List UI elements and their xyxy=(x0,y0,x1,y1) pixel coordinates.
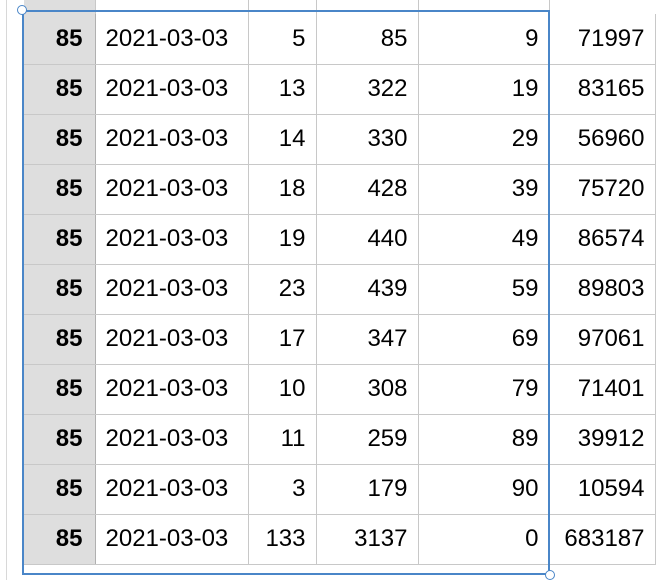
value-cell[interactable]: 69 xyxy=(418,314,550,365)
value-cell[interactable]: 19 xyxy=(248,214,317,265)
selection-handle-top-left[interactable] xyxy=(17,5,27,15)
table-row: 85 2021-03-03 3 179 90 10594 xyxy=(24,464,656,515)
value-cell[interactable]: 90 xyxy=(418,464,550,515)
table-row: 85 2021-03-03 17 347 69 97061 xyxy=(24,314,656,365)
id-cell[interactable]: 85 xyxy=(24,264,96,315)
value-cell[interactable]: 0 xyxy=(418,514,550,565)
data-table: 85 2021-03-03 5 85 9 71997 85 2021-03-03 13 322 19… xyxy=(24,14,656,565)
date-cell[interactable]: 2021-03-03 xyxy=(95,414,249,465)
value-cell[interactable]: 23 xyxy=(248,264,317,315)
value-cell[interactable]: 71997 xyxy=(549,14,656,65)
value-cell[interactable]: 439 xyxy=(316,264,419,315)
column-divider-stub xyxy=(95,0,249,14)
value-cell[interactable]: 29 xyxy=(418,114,550,165)
id-cell[interactable]: 85 xyxy=(24,214,96,265)
table-body: 85 2021-03-03 5 85 9 71997 85 2021-03-03 13 322 19… xyxy=(24,14,656,565)
value-cell[interactable]: 39912 xyxy=(549,414,656,465)
value-cell[interactable]: 259 xyxy=(316,414,419,465)
cell-selection-range[interactable] xyxy=(22,10,550,575)
table-row: 85 2021-03-03 13 322 19 83165 xyxy=(24,64,656,115)
value-cell[interactable]: 11 xyxy=(248,414,317,465)
value-cell[interactable]: 10 xyxy=(248,364,317,415)
value-cell[interactable]: 428 xyxy=(316,164,419,215)
value-cell[interactable]: 9 xyxy=(418,14,550,65)
value-cell[interactable]: 17 xyxy=(248,314,317,365)
value-cell[interactable]: 440 xyxy=(316,214,419,265)
value-cell[interactable]: 133 xyxy=(248,514,317,565)
value-cell[interactable]: 39 xyxy=(418,164,550,215)
table-row: 85 2021-03-03 5 85 9 71997 xyxy=(24,14,656,65)
selection-handle-bottom-right[interactable] xyxy=(545,570,555,580)
date-cell[interactable]: 2021-03-03 xyxy=(95,314,249,365)
id-cell[interactable]: 85 xyxy=(24,164,96,215)
date-cell[interactable]: 2021-03-03 xyxy=(95,114,249,165)
table-row: 85 2021-03-03 10 308 79 71401 xyxy=(24,364,656,415)
id-cell[interactable]: 85 xyxy=(24,114,96,165)
sheet-left-edge xyxy=(6,0,7,580)
value-cell[interactable]: 18 xyxy=(248,164,317,215)
value-cell[interactable]: 97061 xyxy=(549,314,656,365)
value-cell[interactable]: 3137 xyxy=(316,514,419,565)
id-cell[interactable]: 85 xyxy=(24,464,96,515)
id-cell[interactable]: 85 xyxy=(24,64,96,115)
table-row: 85 2021-03-03 18 428 39 75720 xyxy=(24,164,656,215)
value-cell[interactable]: 56960 xyxy=(549,114,656,165)
value-cell[interactable]: 79 xyxy=(418,364,550,415)
date-cell[interactable]: 2021-03-03 xyxy=(95,64,249,115)
value-cell[interactable]: 83165 xyxy=(549,64,656,115)
value-cell[interactable]: 10594 xyxy=(549,464,656,515)
value-cell[interactable]: 19 xyxy=(418,64,550,115)
table-row: 85 2021-03-03 11 259 89 39912 xyxy=(24,414,656,465)
value-cell[interactable]: 14 xyxy=(248,114,317,165)
value-cell[interactable]: 89803 xyxy=(549,264,656,315)
value-cell[interactable]: 85 xyxy=(316,14,419,65)
value-cell[interactable]: 71401 xyxy=(549,364,656,415)
column-divider-stub xyxy=(316,0,419,14)
value-cell[interactable]: 75720 xyxy=(549,164,656,215)
value-cell[interactable]: 89 xyxy=(418,414,550,465)
column-divider-stub xyxy=(418,0,550,14)
value-cell[interactable]: 86574 xyxy=(549,214,656,265)
date-cell[interactable]: 2021-03-03 xyxy=(95,264,249,315)
value-cell[interactable]: 59 xyxy=(418,264,550,315)
table-row: 85 2021-03-03 19 440 49 86574 xyxy=(24,214,656,265)
value-cell[interactable]: 5 xyxy=(248,14,317,65)
date-cell[interactable]: 2021-03-03 xyxy=(95,164,249,215)
value-cell[interactable]: 13 xyxy=(248,64,317,115)
column-divider-stub xyxy=(248,0,317,14)
value-cell[interactable]: 330 xyxy=(316,114,419,165)
value-cell[interactable]: 49 xyxy=(418,214,550,265)
value-cell[interactable]: 179 xyxy=(316,464,419,515)
date-cell[interactable]: 2021-03-03 xyxy=(95,514,249,565)
value-cell[interactable]: 3 xyxy=(248,464,317,515)
value-cell[interactable]: 347 xyxy=(316,314,419,365)
id-cell[interactable]: 85 xyxy=(24,364,96,415)
table-row: 85 2021-03-03 23 439 59 89803 xyxy=(24,264,656,315)
value-cell[interactable]: 322 xyxy=(316,64,419,115)
table-row: 85 2021-03-03 133 3137 0 683187 xyxy=(24,514,656,565)
date-cell[interactable]: 2021-03-03 xyxy=(95,14,249,65)
id-cell[interactable]: 85 xyxy=(24,414,96,465)
id-cell[interactable]: 85 xyxy=(24,14,96,65)
id-cell[interactable]: 85 xyxy=(24,514,96,565)
date-cell[interactable]: 2021-03-03 xyxy=(95,364,249,415)
date-cell[interactable]: 2021-03-03 xyxy=(95,464,249,515)
id-cell[interactable]: 85 xyxy=(24,314,96,365)
table-row: 85 2021-03-03 14 330 29 56960 xyxy=(24,114,656,165)
value-cell[interactable]: 308 xyxy=(316,364,419,415)
value-cell[interactable]: 683187 xyxy=(549,514,656,565)
date-cell[interactable]: 2021-03-03 xyxy=(95,214,249,265)
